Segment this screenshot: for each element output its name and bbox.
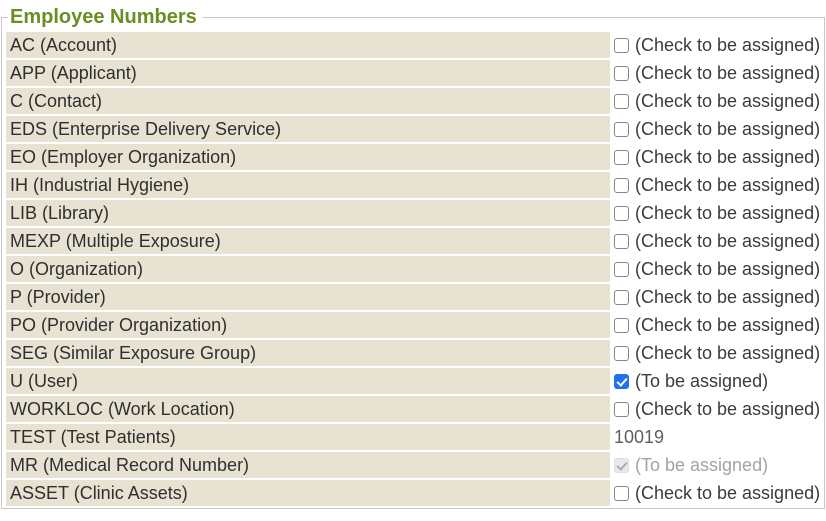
assign-label: (Check to be assigned) [635,90,821,111]
row-lib: LIB (Library) (Check to be assigned) [6,200,820,226]
assign-checkbox[interactable] [614,317,629,333]
row-eo: EO (Employer Organization) (Check to be … [6,144,820,170]
row-value: (Check to be assigned) [610,88,820,114]
row-test: TEST (Test Patients) 10019 [6,424,820,450]
row-label: MR (Medical Record Number) [6,452,610,478]
row-c: C (Contact) (Check to be assigned) [6,88,820,114]
section-title: Employee Numbers [10,6,197,28]
employee-numbers-section: Employee Numbers AC (Account) (Check to … [1,6,826,509]
row-eds: EDS (Enterprise Delivery Service) (Check… [6,116,820,142]
row-value: (Check to be assigned) [610,228,820,254]
row-label: TEST (Test Patients) [6,424,610,450]
row-label: IH (Industrial Hygiene) [6,172,610,198]
assign-checkbox[interactable] [614,205,629,221]
row-mexp: MEXP (Multiple Exposure) (Check to be as… [6,228,820,254]
assign-checkbox[interactable] [614,177,629,193]
row-value: (Check to be assigned) [610,172,820,198]
row-value: (To be assigned) [610,452,768,478]
assign-label: (Check to be assigned) [635,258,821,279]
row-value: (Check to be assigned) [610,396,820,422]
row-asset: ASSET (Clinic Assets) (Check to be assig… [6,480,820,506]
row-value: (Check to be assigned) [610,144,820,170]
row-value: (Check to be assigned) [610,200,820,226]
row-ac: AC (Account) (Check to be assigned) [6,32,820,58]
row-label: ASSET (Clinic Assets) [6,480,610,506]
assign-label: (Check to be assigned) [635,174,821,195]
row-label: O (Organization) [6,256,610,282]
row-label: SEG (Similar Exposure Group) [6,340,610,366]
assign-checkbox[interactable] [614,289,629,305]
row-label: C (Contact) [6,88,610,114]
row-label: U (User) [6,368,610,394]
row-value: (Check to be assigned) [610,480,820,506]
row-value: (Check to be assigned) [610,32,820,58]
row-label: APP (Applicant) [6,60,610,86]
row-label: LIB (Library) [6,200,610,226]
assign-checkbox [614,457,629,473]
assign-label: (Check to be assigned) [635,146,821,167]
assign-label: (Check to be assigned) [635,286,821,307]
row-value: (Check to be assigned) [610,60,820,86]
row-label: EO (Employer Organization) [6,144,610,170]
assign-label: (Check to be assigned) [635,398,821,419]
row-label: PO (Provider Organization) [6,312,610,338]
row-o: O (Organization) (Check to be assigned) [6,256,820,282]
row-label: EDS (Enterprise Delivery Service) [6,116,610,142]
assign-label: (To be assigned) [635,370,769,391]
row-p: P (Provider) (Check to be assigned) [6,284,820,310]
row-value: (Check to be assigned) [610,284,820,310]
assign-label: (Check to be assigned) [635,342,821,363]
assign-label: (Check to be assigned) [635,314,821,335]
assign-checkbox[interactable] [614,261,629,277]
assign-checkbox[interactable] [614,233,629,249]
row-po: PO (Provider Organization) (Check to be … [6,312,820,338]
assign-label: (Check to be assigned) [635,62,821,83]
assign-checkbox[interactable] [614,485,629,501]
assign-label: (To be assigned) [635,454,769,475]
row-label: AC (Account) [6,32,610,58]
row-seg: SEG (Similar Exposure Group) (Check to b… [6,340,820,366]
assign-checkbox[interactable] [614,65,629,81]
row-app: APP (Applicant) (Check to be assigned) [6,60,820,86]
row-value: (Check to be assigned) [610,312,820,338]
row-label: MEXP (Multiple Exposure) [6,228,610,254]
assign-checkbox[interactable] [614,149,629,165]
assign-checkbox[interactable] [614,401,629,417]
assign-label: (Check to be assigned) [635,230,821,251]
assign-label: (Check to be assigned) [635,482,821,503]
assign-label: (Check to be assigned) [635,34,821,55]
row-value: (Check to be assigned) [610,116,820,142]
row-ih: IH (Industrial Hygiene) (Check to be ass… [6,172,820,198]
assign-checkbox[interactable] [614,345,629,361]
assign-checkbox[interactable] [614,37,629,53]
row-value: (To be assigned) [610,368,768,394]
row-label: WORKLOC (Work Location) [6,396,610,422]
assign-label: (Check to be assigned) [635,118,821,139]
row-value: (Check to be assigned) [610,256,820,282]
assign-checkbox[interactable] [614,93,629,109]
row-workloc: WORKLOC (Work Location) (Check to be ass… [6,396,820,422]
assign-checkbox[interactable] [614,121,629,137]
row-mr: MR (Medical Record Number) (To be assign… [6,452,820,478]
row-label: P (Provider) [6,284,610,310]
row-u: U (User) (To be assigned) [6,368,820,394]
row-value: (Check to be assigned) [610,340,820,366]
row-value: 10019 [610,424,664,450]
assign-checkbox[interactable] [614,373,629,389]
employee-number-rows: AC (Account) (Check to be assigned) APP … [6,32,820,506]
assign-label: (Check to be assigned) [635,202,821,223]
test-value: 10019 [614,426,665,447]
